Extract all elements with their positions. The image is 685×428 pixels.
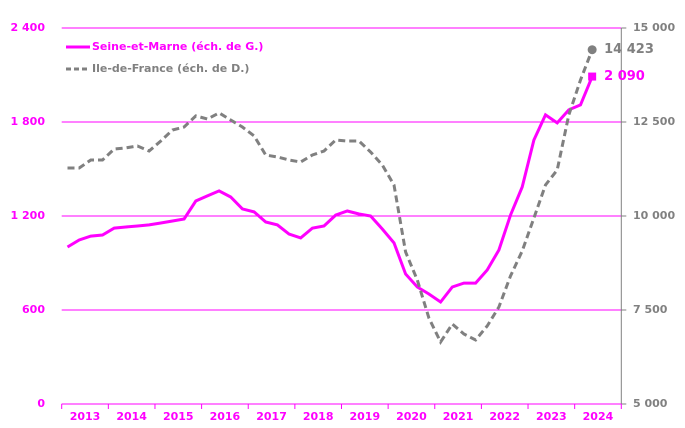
x-tick-label: 2014 xyxy=(116,410,147,423)
series-line xyxy=(66,76,594,305)
series-line xyxy=(67,49,594,346)
value-label: 2 090 xyxy=(604,69,645,84)
y2-tick-label: 15 000 xyxy=(633,21,675,34)
x-tick-label: 2013 xyxy=(70,410,101,423)
x-tick-label: 2017 xyxy=(256,410,287,423)
end-marker xyxy=(587,45,597,55)
x-tick-label: 2023 xyxy=(536,410,567,423)
y2-tick-label: 5 000 xyxy=(633,397,668,410)
x-tick-label: 2021 xyxy=(443,410,474,423)
x-tick-label: 2016 xyxy=(210,410,241,423)
x-tick-label: 2024 xyxy=(583,410,614,423)
legend-label: Ile-de-France (éch. de D.) xyxy=(92,62,249,75)
legend-label: Seine-et-Marne (éch. de G.) xyxy=(92,40,263,53)
x-tick-label: 2018 xyxy=(303,410,334,423)
y-tick-label: 2 400 xyxy=(11,21,46,34)
x-tick-label: 2020 xyxy=(396,410,427,423)
x-tick-label: 2022 xyxy=(489,410,520,423)
y-tick-label: 1 800 xyxy=(11,115,46,128)
y2-tick-label: 7 500 xyxy=(633,303,668,316)
x-tick-label: 2019 xyxy=(350,410,381,423)
y-tick-label: 0 xyxy=(37,397,45,410)
x-tick-label: 2015 xyxy=(163,410,194,423)
y2-tick-label: 10 000 xyxy=(633,209,675,222)
value-label: 14 423 xyxy=(604,42,654,57)
y-tick-label: 1 200 xyxy=(11,209,46,222)
y2-tick-label: 12 500 xyxy=(633,115,675,128)
end-marker xyxy=(588,72,597,81)
y-tick-label: 600 xyxy=(22,303,45,316)
